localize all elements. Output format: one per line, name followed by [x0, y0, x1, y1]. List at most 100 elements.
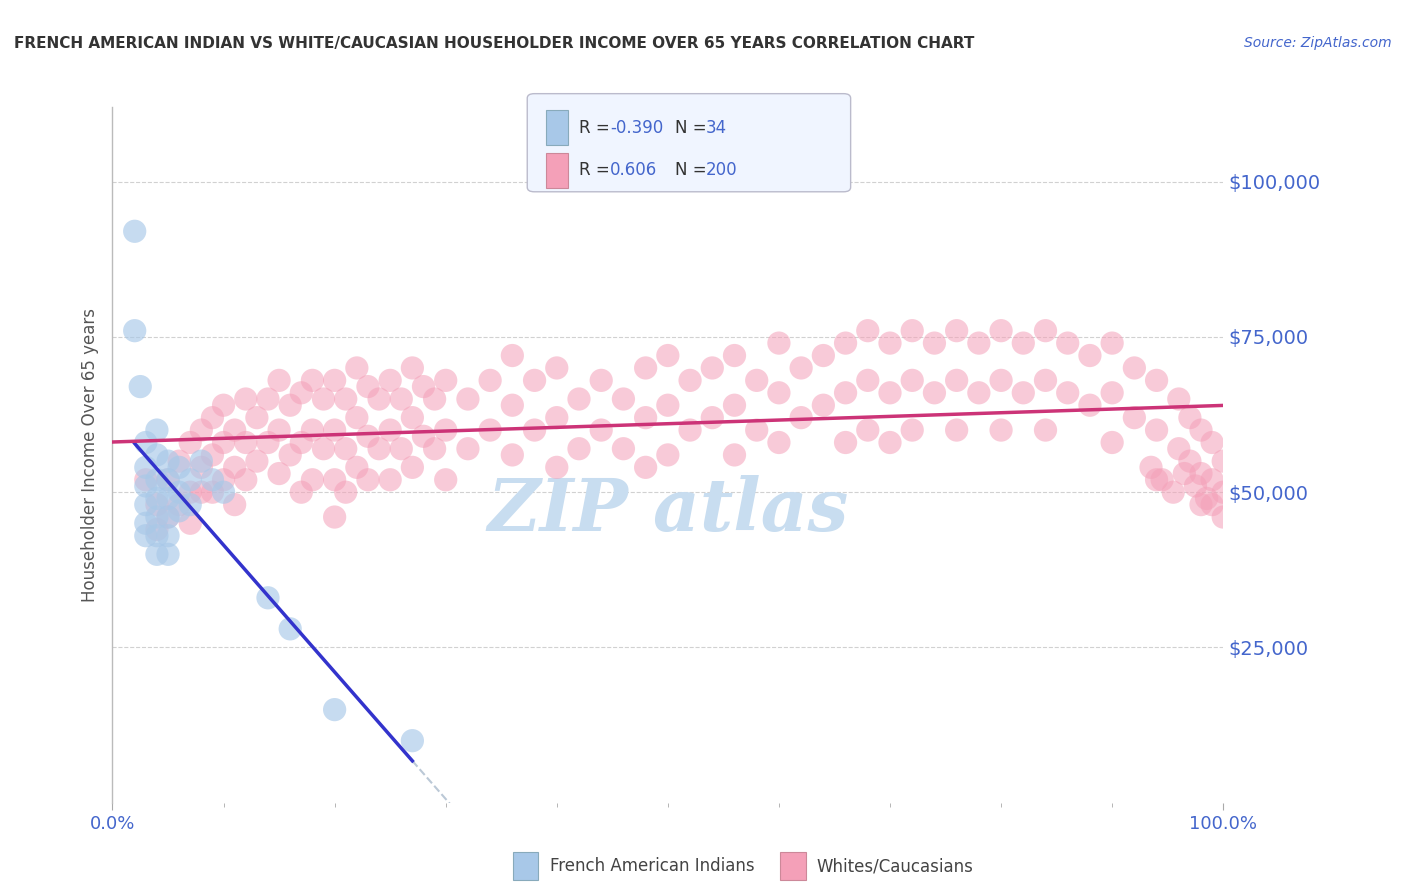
Point [167, 454, 190, 468]
Point [267, 373, 291, 387]
Point [1056, 385, 1078, 400]
Point [813, 398, 835, 412]
Point [257, 591, 280, 605]
Point [1212, 485, 1234, 500]
Point [501, 448, 523, 462]
Point [612, 442, 634, 456]
Point [1035, 373, 1057, 387]
Point [157, 510, 180, 524]
Point [323, 703, 346, 717]
Point [546, 360, 568, 375]
Point [290, 385, 312, 400]
Point [745, 373, 768, 387]
Point [335, 442, 357, 456]
Text: R =: R = [579, 119, 616, 136]
Text: 34: 34 [706, 119, 727, 136]
Point [768, 435, 790, 450]
Point [768, 385, 790, 400]
Point [723, 398, 745, 412]
Point [412, 379, 434, 393]
Point [1212, 510, 1234, 524]
Point [657, 398, 679, 412]
Point [1123, 360, 1146, 375]
Point [723, 349, 745, 363]
Point [257, 392, 280, 406]
Point [146, 473, 169, 487]
Point [235, 435, 257, 450]
Point [679, 423, 702, 437]
Point [879, 435, 901, 450]
Point [167, 460, 190, 475]
Point [1012, 385, 1035, 400]
Point [457, 392, 479, 406]
Point [568, 392, 591, 406]
Point [412, 429, 434, 443]
Point [323, 510, 346, 524]
Text: N =: N = [675, 119, 711, 136]
Point [401, 460, 423, 475]
Point [335, 485, 357, 500]
Point [401, 360, 423, 375]
Point [235, 392, 257, 406]
Point [201, 473, 224, 487]
Point [967, 336, 990, 351]
Point [1123, 410, 1146, 425]
Point [179, 485, 201, 500]
Point [634, 460, 657, 475]
Text: 200: 200 [706, 161, 737, 179]
Point [212, 485, 235, 500]
Point [1178, 454, 1201, 468]
Point [1012, 336, 1035, 351]
Point [224, 460, 246, 475]
Point [146, 491, 169, 506]
Point [190, 423, 212, 437]
Point [190, 460, 212, 475]
Point [146, 423, 169, 437]
Point [1140, 460, 1163, 475]
Point [401, 410, 423, 425]
Point [380, 373, 402, 387]
Point [945, 373, 967, 387]
Point [212, 435, 235, 450]
Point [1101, 435, 1123, 450]
Point [357, 473, 380, 487]
Point [380, 423, 402, 437]
Point [157, 473, 180, 487]
Point [657, 448, 679, 462]
Point [423, 442, 446, 456]
Point [167, 498, 190, 512]
Point [501, 349, 523, 363]
Point [212, 398, 235, 412]
Point [546, 460, 568, 475]
Point [335, 392, 357, 406]
Text: ZIP atlas: ZIP atlas [488, 475, 848, 546]
Point [167, 504, 190, 518]
Point [312, 392, 335, 406]
Point [278, 448, 301, 462]
Point [179, 473, 201, 487]
Point [135, 460, 157, 475]
Point [146, 498, 169, 512]
Text: FRENCH AMERICAN INDIAN VS WHITE/CAUCASIAN HOUSEHOLDER INCOME OVER 65 YEARS CORRE: FRENCH AMERICAN INDIAN VS WHITE/CAUCASIA… [14, 36, 974, 51]
Point [278, 398, 301, 412]
Point [1146, 423, 1168, 437]
Point [879, 336, 901, 351]
Point [1101, 385, 1123, 400]
Point [1201, 498, 1223, 512]
Point [723, 448, 745, 462]
Text: -0.390: -0.390 [610, 119, 664, 136]
Point [235, 473, 257, 487]
Point [745, 423, 768, 437]
Point [246, 410, 269, 425]
Point [679, 373, 702, 387]
Point [129, 379, 152, 393]
Point [290, 485, 312, 500]
Point [389, 442, 412, 456]
Point [924, 336, 946, 351]
Point [135, 498, 157, 512]
Point [346, 360, 368, 375]
Point [167, 485, 190, 500]
Point [990, 373, 1012, 387]
Point [1184, 479, 1206, 493]
Point [856, 324, 879, 338]
